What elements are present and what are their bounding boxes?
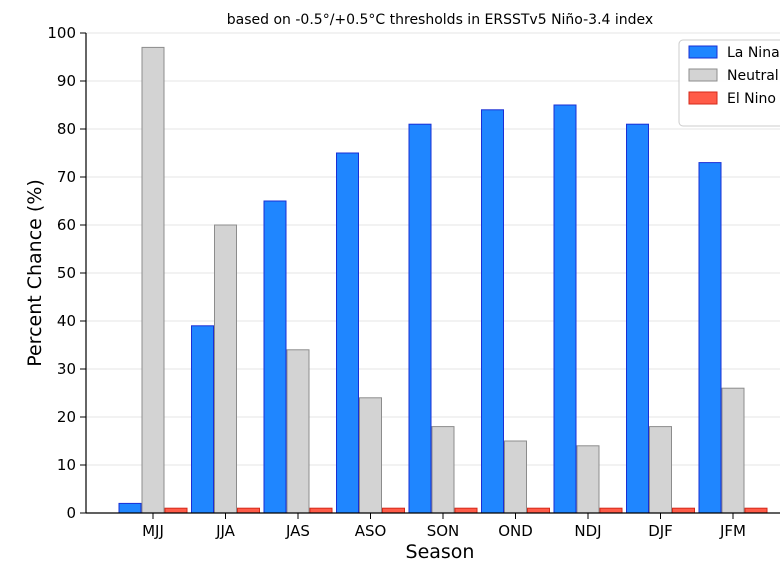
y-tick-label: 90 <box>57 72 76 90</box>
bar-neutral-mjj <box>141 46 165 514</box>
x-tick-label: ASO <box>355 522 387 540</box>
grid-lines <box>86 32 780 466</box>
legend-label: El Nino <box>727 91 776 107</box>
bar-la-nina-jas <box>263 200 287 514</box>
legend-swatch <box>688 45 718 59</box>
bar-la-nina-jfm <box>698 162 722 514</box>
y-tick-label: 30 <box>57 360 76 378</box>
bar-neutral-jfm <box>721 387 745 514</box>
x-tick-label: NDJ <box>574 522 601 540</box>
y-tick-label: 80 <box>57 120 76 138</box>
bar-neutral-djf <box>649 426 672 514</box>
bar-neutral-ond <box>504 440 527 514</box>
bar-el-nino-mjj <box>164 507 188 514</box>
bars <box>118 46 768 514</box>
bar-la-nina-ndj <box>553 104 577 514</box>
y-tick-label: 0 <box>66 504 76 522</box>
x-tick-label: JFM <box>719 522 746 540</box>
bar-el-nino-ond <box>527 507 550 514</box>
x-tick-label: MJJ <box>142 522 164 540</box>
bar-el-nino-ndj <box>599 507 623 514</box>
bar-la-nina-mjj <box>118 502 142 514</box>
bar-neutral-ndj <box>576 445 600 514</box>
bar-la-nina-ond <box>481 109 504 514</box>
bar-la-nina-son <box>408 123 432 514</box>
bar-neutral-jja <box>214 224 237 514</box>
legend-swatch <box>688 68 718 82</box>
y-tick-label: 70 <box>57 168 76 186</box>
bar-el-nino-son <box>454 507 478 514</box>
bar-la-nina-jja <box>191 325 214 514</box>
bar-la-nina-aso <box>336 152 359 514</box>
y-axis-title: Percent Chance (%) <box>24 179 46 367</box>
bar-la-nina-djf <box>626 123 649 514</box>
y-ticks: 0 10 20 30 40 50 60 70 80 90 100 <box>47 24 86 522</box>
y-tick-label: 10 <box>57 456 76 474</box>
legend-swatch <box>688 91 718 105</box>
bar-el-nino-jfm <box>744 507 768 514</box>
bar-el-nino-djf <box>672 507 695 514</box>
y-tick-label: 100 <box>47 24 76 42</box>
bar-neutral-son <box>431 426 455 514</box>
legend-label: La Nina <box>727 45 780 61</box>
bar-neutral-aso <box>359 397 382 514</box>
x-tick-label: DJF <box>648 522 673 540</box>
legend-label: Neutral <box>727 68 779 84</box>
y-tick-label: 50 <box>57 264 76 282</box>
x-ticks: MJJ JJA JAS ASO SON OND NDJ DJF JFM <box>142 513 746 540</box>
y-tick-label: 40 <box>57 312 76 330</box>
x-axis-title: Season <box>406 541 475 562</box>
bar-neutral-jas <box>286 349 310 514</box>
x-tick-label: SON <box>427 522 460 540</box>
x-tick-label: OND <box>498 522 533 540</box>
y-tick-label: 60 <box>57 216 76 234</box>
x-tick-label: JAS <box>285 522 310 540</box>
bar-el-nino-jas <box>309 507 333 514</box>
legend: La Nina Neutral El Nino <box>678 39 780 127</box>
y-tick-label: 20 <box>57 408 76 426</box>
bar-el-nino-jja <box>237 507 260 514</box>
chart-title: based on -0.5°/+0.5°C thresholds in ERSS… <box>227 12 653 28</box>
x-tick-label: JJA <box>215 522 236 540</box>
bar-el-nino-aso <box>382 507 405 514</box>
